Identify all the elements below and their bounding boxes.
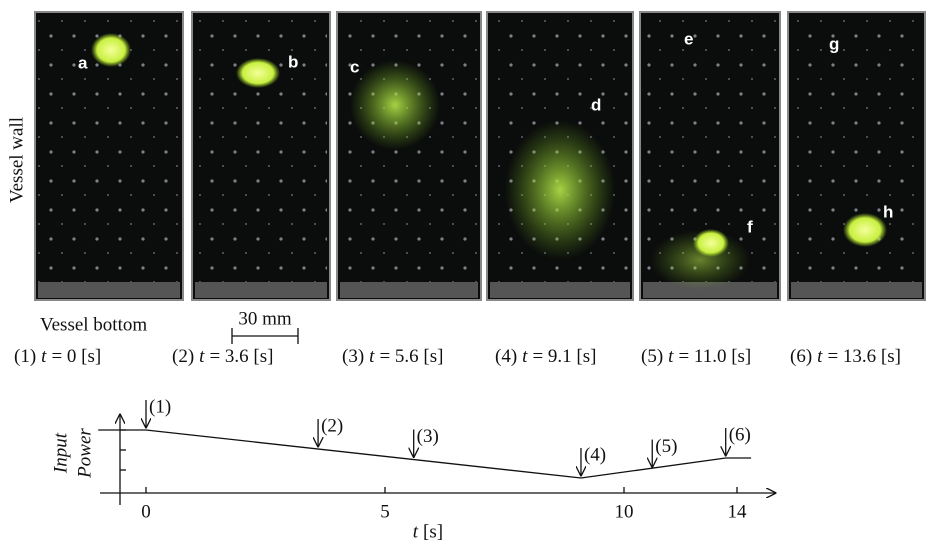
panel-letter: h <box>883 202 893 221</box>
caption-part: (4) <box>495 346 517 367</box>
scale-bar <box>231 328 299 344</box>
bottom-label: Vessel bottom <box>40 314 147 335</box>
panel-letter: a <box>78 53 88 72</box>
caption-part: (2) <box>172 346 194 367</box>
caption-part: t <box>369 346 375 367</box>
side-label: Vessel wall <box>6 117 27 203</box>
x-label: [s] <box>423 521 443 542</box>
caption-part: (3) <box>342 346 364 367</box>
captions: (1) t = 0 [s] (2) t = 3.6 [s] (3) t = 5.6 [s] (4)… <box>14 346 901 367</box>
caption-part: (6) <box>790 346 812 367</box>
caption-part: t <box>199 346 205 367</box>
caption: (6) t = 13.6 [s] <box>790 346 901 367</box>
x-tick-label: 10 <box>615 501 634 522</box>
x-label: t <box>413 521 419 542</box>
x-tick-label: 5 <box>380 501 390 522</box>
y-label: Power <box>74 428 95 479</box>
caption-part: = 3.6 [s] <box>209 346 273 367</box>
panel-letter: c <box>350 57 359 76</box>
caption-part: t <box>668 346 674 367</box>
caption-part: t <box>41 346 47 367</box>
caption-part: = 11.0 [s] <box>678 346 751 367</box>
scale-label: 30 mm <box>238 308 292 329</box>
power-line <box>98 429 752 479</box>
caption: (5) t = 11.0 [s] <box>641 346 751 367</box>
caption-part: (5) <box>641 346 663 367</box>
caption-part: = 13.6 [s] <box>827 346 901 367</box>
caption: (1) t = 0 [s] <box>14 346 101 367</box>
panel-letter: b <box>288 52 298 71</box>
marker-label: (4) <box>584 444 606 465</box>
caption-part: (1) <box>14 346 36 367</box>
panel-letter: f <box>747 217 753 236</box>
y-label: Input <box>50 432 71 474</box>
marker-label: (6) <box>729 424 751 445</box>
caption-part: t <box>817 346 823 367</box>
panel-letter: g <box>829 34 839 53</box>
marker-label: (2) <box>321 415 343 436</box>
caption: (2) t = 3.6 [s] <box>172 346 273 367</box>
x-tick-label: 0 <box>141 501 151 522</box>
caption-part: = 5.6 [s] <box>379 346 443 367</box>
chart: 0 5 10 14 (1) (2) (3) (4) (5) (6) Input Power t [s] <box>50 396 775 542</box>
panel-letter: e <box>684 29 693 48</box>
caption: (4) t = 9.1 [s] <box>495 346 596 367</box>
x-tick-label: 14 <box>728 501 748 522</box>
caption-part: = 9.1 [s] <box>532 346 596 367</box>
marker-label: (3) <box>417 426 439 447</box>
panel-letter: d <box>591 95 601 114</box>
caption: (3) t = 5.6 [s] <box>342 346 443 367</box>
caption-part: t <box>522 346 528 367</box>
caption-part: = 0 [s] <box>51 346 101 367</box>
marker-label: (1) <box>149 396 171 417</box>
marker-label: (5) <box>655 436 677 457</box>
photos <box>34 11 926 301</box>
